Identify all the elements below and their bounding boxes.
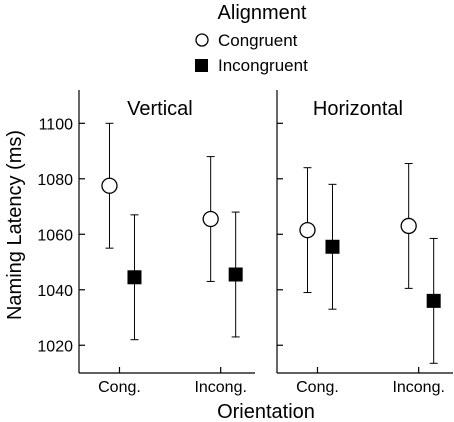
- horizontal-incong-congruent-marker: [400, 217, 417, 235]
- horizontal-cong-congruent-marker: [299, 221, 316, 239]
- y-axis-label: Naming Latency (ms): [4, 130, 26, 320]
- horizontal-incong-incongruent-marker: [426, 293, 441, 308]
- legend-title: Alignment: [218, 2, 307, 24]
- vertical-cong-congruent-marker: [101, 177, 118, 194]
- legend-incongruent-marker: [195, 59, 208, 72]
- vertical-x-tick-label: Incong.: [194, 379, 246, 396]
- legend-congruent-marker: [195, 33, 209, 47]
- vertical-x-tick-label: Cong.: [98, 379, 141, 396]
- horizontal-panel-title: Horizontal: [313, 98, 403, 120]
- y-tick-label: 1100: [39, 116, 74, 133]
- vertical-incong-congruent-marker: [202, 210, 219, 228]
- x-axis-label: Orientation: [217, 401, 315, 422]
- y-tick-label: 1080: [37, 172, 73, 189]
- legend-congruent-label: Congruent: [218, 31, 298, 50]
- plot-area: 1020 1040 1060 1080 1100 Vertical Cong. Incong.…: [37, 90, 453, 396]
- y-tick-label: 1040: [37, 283, 73, 300]
- horizontal-cong-incongruent-marker: [325, 239, 340, 254]
- vertical-cong-incongruent-marker: [127, 270, 142, 285]
- legend: Alignment Congruent Incongruent: [195, 2, 308, 75]
- legend-incongruent-label: Incongruent: [218, 56, 308, 75]
- y-tick-label: 1020: [37, 338, 73, 355]
- vertical-panel-title: Vertical: [127, 98, 193, 120]
- horizontal-x-tick-label: Cong.: [296, 379, 339, 396]
- y-tick-label: 1060: [37, 227, 73, 244]
- horizontal-x-tick-label: Incong.: [392, 379, 444, 396]
- vertical-incong-incongruent-marker: [228, 267, 243, 282]
